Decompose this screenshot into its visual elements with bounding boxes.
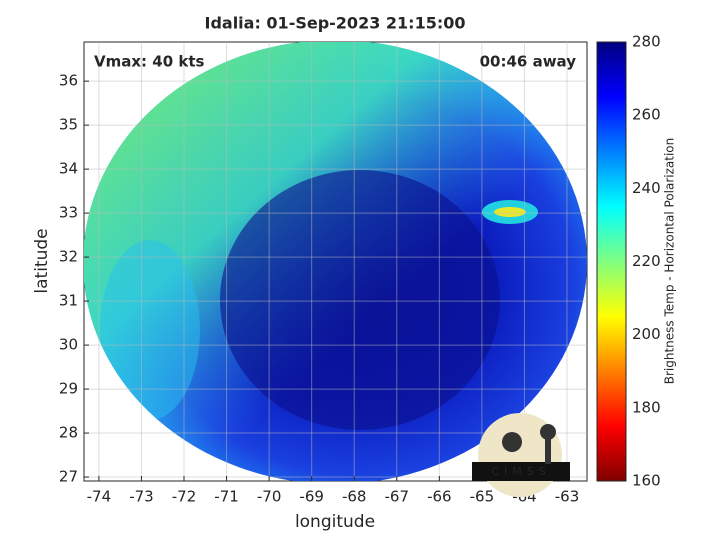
- logo-text: CIMSS: [491, 465, 550, 478]
- title: Idalia: 01-Sep-2023 21:15:00: [204, 14, 465, 33]
- x-tick-label: -71: [214, 488, 239, 506]
- x-tick-label: -73: [129, 488, 154, 506]
- colorbar-tick-label: 200: [632, 325, 661, 343]
- colorbar-tick-label: 180: [632, 398, 661, 416]
- x-tick-label: -70: [257, 488, 282, 506]
- y-tick-label: 32: [59, 248, 78, 266]
- x-axis-label: longitude: [295, 512, 375, 532]
- colorbar: [596, 41, 627, 482]
- y-tick-label: 28: [59, 424, 78, 442]
- swath-image: [84, 42, 587, 481]
- x-tick-label: -63: [555, 488, 580, 506]
- x-tick-label: -69: [299, 488, 324, 506]
- colorbar-tick-label: 220: [632, 252, 661, 270]
- logo: CIMSS: [472, 413, 570, 497]
- colorbar-tick-label: 260: [632, 106, 661, 124]
- y-tick-label: 27: [59, 468, 78, 486]
- x-tick-label: -67: [385, 488, 410, 506]
- y-tick-label: 34: [59, 160, 78, 178]
- colorbar-label: Brightness Temp - Horizontal Polarizatio…: [663, 138, 677, 385]
- vmax-label: Vmax: 40 kts: [94, 53, 204, 71]
- y-tick-label: 36: [59, 72, 78, 90]
- x-tick-label: -72: [172, 488, 197, 506]
- time-label: 00:46 away: [480, 53, 577, 71]
- x-tick-label: -68: [342, 488, 367, 506]
- y-tick-label: 30: [59, 336, 78, 354]
- y-axis-label: latitude: [32, 228, 52, 293]
- x-tick-label: -66: [427, 488, 452, 506]
- grid: [84, 42, 587, 481]
- y-tick-label: 33: [59, 204, 78, 222]
- colorbar-tick-label: 280: [632, 33, 661, 51]
- colorbar-tick-label: 160: [632, 472, 661, 490]
- x-tick-label: -74: [87, 488, 112, 506]
- y-tick-label: 29: [59, 380, 78, 398]
- ticks: -74-73-72-71-70-69-68-67-66-65-64-632728…: [59, 33, 661, 506]
- colorbar-tick-label: 240: [632, 179, 661, 197]
- y-tick-label: 31: [59, 292, 78, 310]
- y-tick-label: 35: [59, 116, 78, 134]
- x-tick-label: -65: [470, 488, 495, 506]
